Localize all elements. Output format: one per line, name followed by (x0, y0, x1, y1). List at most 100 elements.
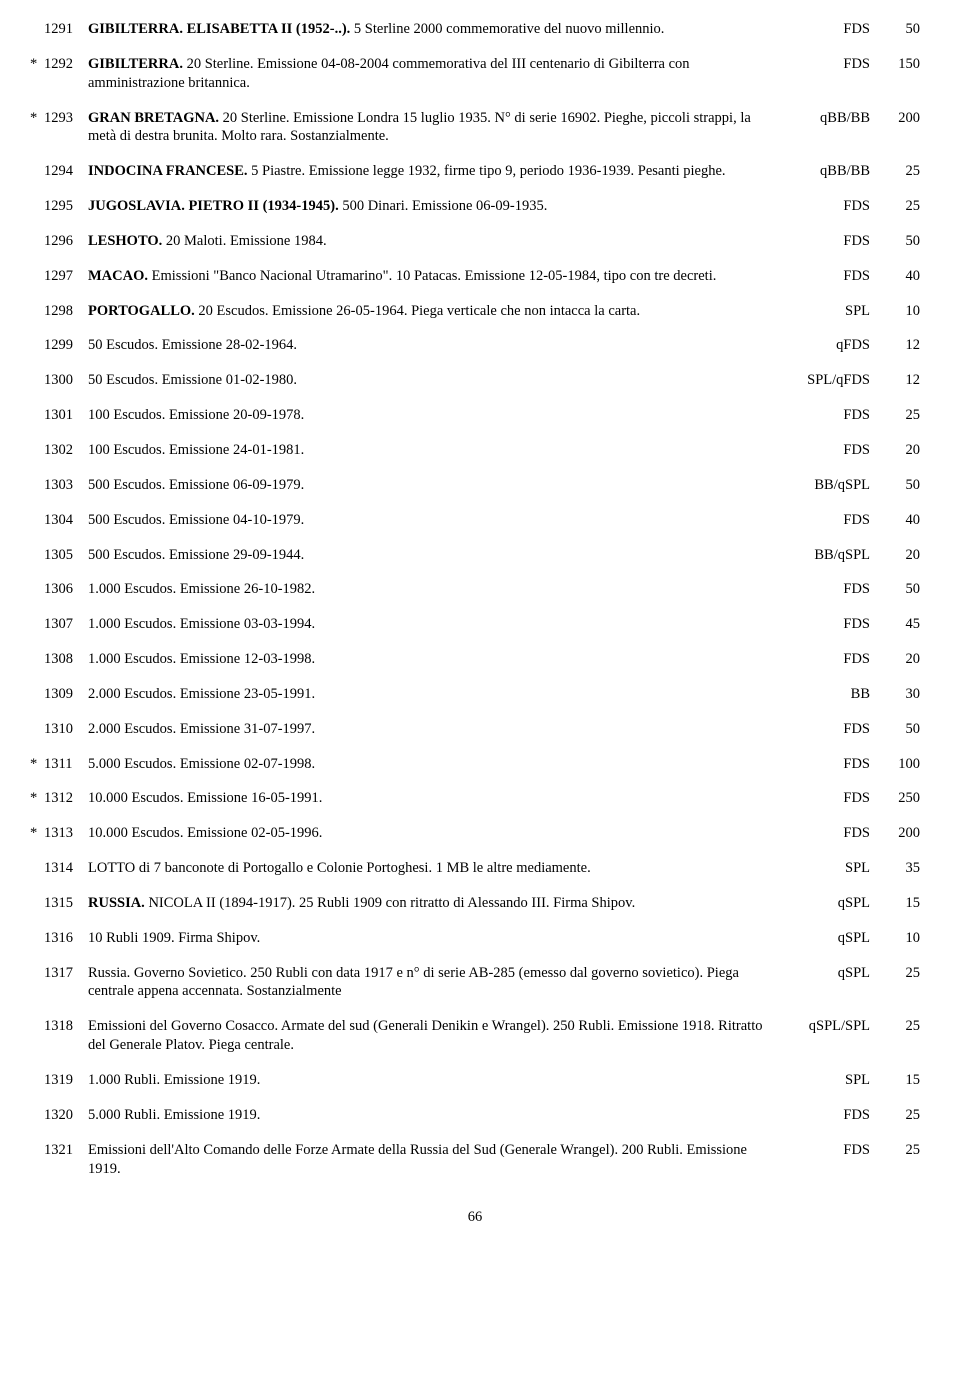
lot-description: 50 Escudos. Emissione 28-02-1964. (88, 336, 780, 355)
lot-price: 25 (870, 197, 920, 216)
lot-price: 150 (870, 55, 920, 74)
lot-star: * (30, 824, 44, 843)
lot-description: 5.000 Escudos. Emissione 02-07-1998. (88, 755, 780, 774)
lot-grade: FDS (780, 267, 870, 286)
lot-row: 1296LESHOTO. 20 Maloti. Emissione 1984.F… (30, 232, 920, 251)
lot-number: 1300 (44, 371, 88, 390)
lot-row: 130050 Escudos. Emissione 01-02-1980.SPL… (30, 371, 920, 390)
lot-number: 1320 (44, 1106, 88, 1125)
lot-grade: qSPL (780, 964, 870, 983)
lot-price: 200 (870, 824, 920, 843)
lot-description: Emissioni dell'Alto Comando delle Forze … (88, 1141, 780, 1179)
lot-list: 1291GIBILTERRA. ELISABETTA II (1952-..).… (30, 20, 920, 1178)
lot-description: 50 Escudos. Emissione 01-02-1980. (88, 371, 780, 390)
lot-grade: SPL/qFDS (780, 371, 870, 390)
lot-number: 1298 (44, 302, 88, 321)
lot-row: 1291GIBILTERRA. ELISABETTA II (1952-..).… (30, 20, 920, 39)
lot-row: 1315RUSSIA. NICOLA II (1894-1917). 25 Ru… (30, 894, 920, 913)
lot-grade: FDS (780, 650, 870, 669)
lot-price: 40 (870, 267, 920, 286)
lot-description: 2.000 Escudos. Emissione 31-07-1997. (88, 720, 780, 739)
lot-price: 50 (870, 20, 920, 39)
lot-description: 1.000 Escudos. Emissione 03-03-1994. (88, 615, 780, 634)
lot-number: 1304 (44, 511, 88, 530)
lot-grade: FDS (780, 615, 870, 634)
lot-description: RUSSIA. NICOLA II (1894-1917). 25 Rubli … (88, 894, 780, 913)
lot-row: 129950 Escudos. Emissione 28-02-1964.qFD… (30, 336, 920, 355)
lot-description: Russia. Governo Sovietico. 250 Rubli con… (88, 964, 780, 1002)
lot-number: 1308 (44, 650, 88, 669)
lot-description: JUGOSLAVIA. PIETRO II (1934-1945). 500 D… (88, 197, 780, 216)
lot-description: LOTTO di 7 banconote di Portogallo e Col… (88, 859, 780, 878)
lot-description: GIBILTERRA. ELISABETTA II (1952-..). 5 S… (88, 20, 780, 39)
lot-price: 12 (870, 336, 920, 355)
lot-description: 10 Rubli 1909. Firma Shipov. (88, 929, 780, 948)
lot-row: 1294INDOCINA FRANCESE. 5 Piastre. Emissi… (30, 162, 920, 181)
lot-price: 50 (870, 232, 920, 251)
lot-number: 1296 (44, 232, 88, 251)
lot-number: 1291 (44, 20, 88, 39)
lot-row: 1317Russia. Governo Sovietico. 250 Rubli… (30, 964, 920, 1002)
lot-number: 1303 (44, 476, 88, 495)
lot-description: 1.000 Rubli. Emissione 1919. (88, 1071, 780, 1090)
lot-price: 25 (870, 1017, 920, 1036)
lot-description: PORTOGALLO. 20 Escudos. Emissione 26-05-… (88, 302, 780, 321)
lot-star: * (30, 109, 44, 128)
lot-row: *131310.000 Escudos. Emissione 02-05-199… (30, 824, 920, 843)
lot-number: 1294 (44, 162, 88, 181)
lot-row: 1318Emissioni del Governo Cosacco. Armat… (30, 1017, 920, 1055)
lot-row: *13115.000 Escudos. Emissione 02-07-1998… (30, 755, 920, 774)
page-number: 66 (30, 1208, 920, 1227)
lot-description: 500 Escudos. Emissione 29-09-1944. (88, 546, 780, 565)
lot-price: 20 (870, 441, 920, 460)
lot-price: 25 (870, 1106, 920, 1125)
lot-row: 1304500 Escudos. Emissione 04-10-1979.FD… (30, 511, 920, 530)
lot-row: *131210.000 Escudos. Emissione 16-05-199… (30, 789, 920, 808)
lot-row: 13205.000 Rubli. Emissione 1919.FDS25 (30, 1106, 920, 1125)
lot-price: 40 (870, 511, 920, 530)
lot-grade: qSPL (780, 894, 870, 913)
lot-description: 500 Escudos. Emissione 04-10-1979. (88, 511, 780, 530)
lot-grade: qSPL/SPL (780, 1017, 870, 1036)
lot-price: 30 (870, 685, 920, 704)
lot-grade: FDS (780, 20, 870, 39)
lot-number: 1307 (44, 615, 88, 634)
lot-number: 1314 (44, 859, 88, 878)
lot-number: 1316 (44, 929, 88, 948)
lot-row: 1303500 Escudos. Emissione 06-09-1979.BB… (30, 476, 920, 495)
lot-row: 1298PORTOGALLO. 20 Escudos. Emissione 26… (30, 302, 920, 321)
lot-grade: BB (780, 685, 870, 704)
lot-price: 10 (870, 929, 920, 948)
lot-grade: SPL (780, 859, 870, 878)
lot-number: 1319 (44, 1071, 88, 1090)
lot-description: 10.000 Escudos. Emissione 16-05-1991. (88, 789, 780, 808)
lot-price: 100 (870, 755, 920, 774)
lot-row: 13061.000 Escudos. Emissione 26-10-1982.… (30, 580, 920, 599)
lot-row: 1302100 Escudos. Emissione 24-01-1981.FD… (30, 441, 920, 460)
lot-number: 1292 (44, 55, 88, 74)
lot-number: 1295 (44, 197, 88, 216)
lot-description: MACAO. Emissioni "Banco Nacional Utramar… (88, 267, 780, 286)
lot-price: 12 (870, 371, 920, 390)
lot-price: 200 (870, 109, 920, 128)
lot-number: 1311 (44, 755, 88, 774)
lot-description: 2.000 Escudos. Emissione 23-05-1991. (88, 685, 780, 704)
lot-row: 1295JUGOSLAVIA. PIETRO II (1934-1945). 5… (30, 197, 920, 216)
lot-description: LESHOTO. 20 Maloti. Emissione 1984. (88, 232, 780, 251)
lot-row: *1292GIBILTERRA. 20 Sterline. Emissione … (30, 55, 920, 93)
lot-price: 250 (870, 789, 920, 808)
lot-grade: BB/qSPL (780, 546, 870, 565)
lot-number: 1297 (44, 267, 88, 286)
lot-number: 1293 (44, 109, 88, 128)
lot-row: 13081.000 Escudos. Emissione 12-03-1998.… (30, 650, 920, 669)
lot-number: 1301 (44, 406, 88, 425)
lot-description: GRAN BRETAGNA. 20 Sterline. Emissione Lo… (88, 109, 780, 147)
lot-grade: qFDS (780, 336, 870, 355)
lot-row: 131610 Rubli 1909. Firma Shipov.qSPL10 (30, 929, 920, 948)
lot-grade: FDS (780, 1141, 870, 1160)
lot-number: 1321 (44, 1141, 88, 1160)
lot-grade: FDS (780, 720, 870, 739)
lot-row: 1301100 Escudos. Emissione 20-09-1978.FD… (30, 406, 920, 425)
lot-row: 13092.000 Escudos. Emissione 23-05-1991.… (30, 685, 920, 704)
lot-row: 13071.000 Escudos. Emissione 03-03-1994.… (30, 615, 920, 634)
